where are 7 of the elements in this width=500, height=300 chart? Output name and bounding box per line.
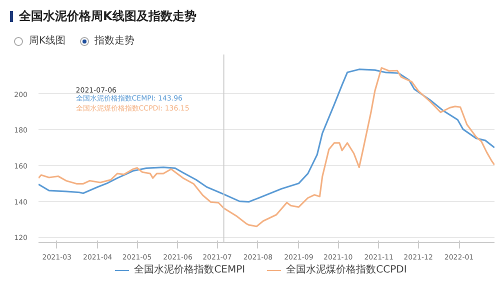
chart-title: 全国水泥价格周K线图及指数走势: [18, 8, 198, 25]
legend-label: 全国水泥煤价格指数CCPDI: [286, 264, 407, 276]
text: 周K线图: [29, 36, 66, 47]
line-series: [38, 67, 494, 228]
legend-label: 全国水泥价格指数CEMPI: [134, 264, 246, 276]
line-series: [38, 68, 494, 203]
text: 指数走势: [94, 36, 135, 47]
